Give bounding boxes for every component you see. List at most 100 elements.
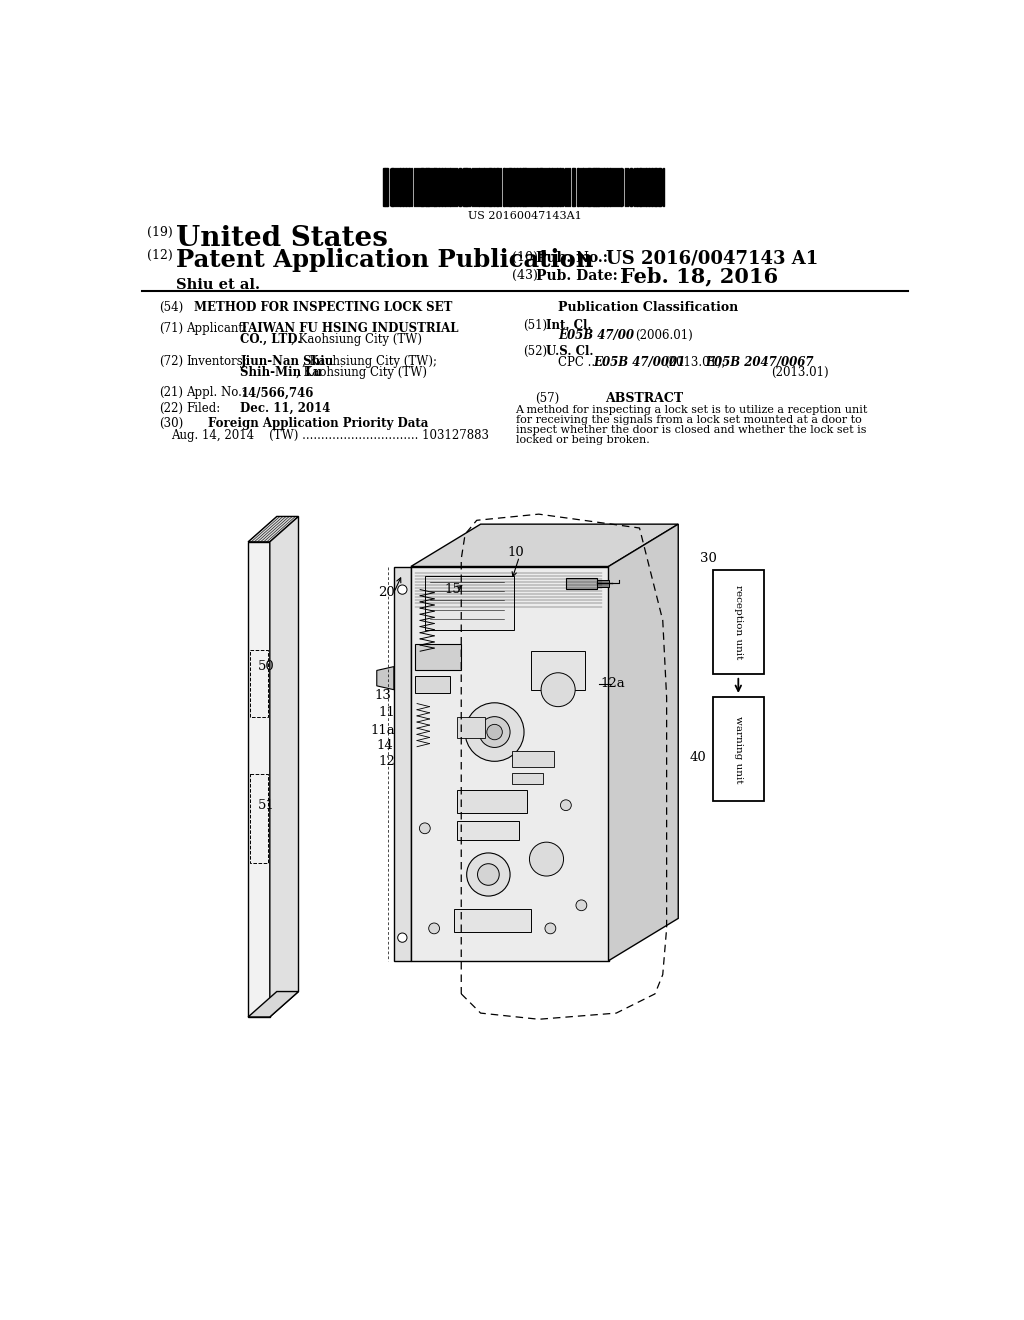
Text: TAIWAN FU HSING INDUSTRIAL: TAIWAN FU HSING INDUSTRIAL [241, 322, 459, 335]
Text: (21): (21) [159, 387, 183, 400]
Bar [395, 168, 396, 206]
Bar [606, 168, 608, 206]
Bar [609, 168, 611, 206]
Bar [394, 566, 411, 961]
Bar [458, 717, 484, 738]
Bar [440, 168, 443, 206]
Text: warning unit: warning unit [734, 715, 742, 783]
Text: (51): (51) [523, 318, 548, 331]
Bar [444, 168, 446, 206]
Bar [569, 168, 570, 206]
Circle shape [429, 923, 439, 933]
Bar [516, 168, 518, 206]
Bar [523, 168, 524, 206]
Text: Dec. 11, 2014: Dec. 11, 2014 [241, 401, 331, 414]
Bar [556, 168, 558, 206]
Text: Pub. Date:: Pub. Date: [536, 268, 617, 282]
Bar [548, 168, 551, 206]
Circle shape [560, 800, 571, 810]
Text: Int. Cl.: Int. Cl. [547, 318, 592, 331]
Bar [399, 168, 401, 206]
Text: (22): (22) [159, 401, 183, 414]
Text: , Kaohsiung City (TW): , Kaohsiung City (TW) [291, 333, 422, 346]
Bar [590, 168, 591, 206]
Polygon shape [608, 524, 678, 961]
Bar [546, 168, 547, 206]
Text: (2013.01): (2013.01) [771, 367, 828, 379]
Text: (2006.01): (2006.01) [636, 330, 693, 342]
Bar [426, 168, 428, 206]
Circle shape [541, 673, 575, 706]
Bar [613, 168, 615, 206]
Bar [551, 168, 553, 206]
Text: Jiun-Nan Shiu: Jiun-Nan Shiu [241, 355, 334, 368]
Bar [645, 168, 647, 206]
Bar [488, 168, 489, 206]
Text: METHOD FOR INSPECTING LOCK SET: METHOD FOR INSPECTING LOCK SET [194, 301, 453, 314]
Text: (72): (72) [159, 355, 183, 368]
Text: 50: 50 [258, 660, 275, 673]
Circle shape [575, 900, 587, 911]
Bar [627, 168, 628, 206]
Bar [640, 168, 642, 206]
Bar [385, 168, 387, 206]
Text: 15: 15 [444, 583, 461, 597]
Text: Aug. 14, 2014    (TW) ............................... 103127883: Aug. 14, 2014 (TW) .....................… [171, 429, 488, 442]
Bar [522, 168, 523, 206]
Text: Foreign Application Priority Data: Foreign Application Priority Data [208, 417, 428, 430]
Text: Pub. No.:: Pub. No.: [536, 251, 607, 265]
Bar [656, 168, 657, 206]
Text: 12: 12 [378, 755, 395, 768]
Bar [447, 168, 449, 206]
Bar [554, 168, 555, 206]
Bar [658, 168, 659, 206]
Circle shape [529, 842, 563, 876]
Polygon shape [270, 516, 299, 1016]
Text: Appl. No.:: Appl. No.: [186, 387, 246, 400]
Text: 20: 20 [378, 586, 395, 599]
Bar [414, 168, 415, 206]
Text: (30): (30) [159, 417, 183, 430]
Text: , Kaohsiung City (TW);: , Kaohsiung City (TW); [302, 355, 437, 368]
Text: (2013.01);: (2013.01); [665, 355, 726, 368]
Bar [387, 168, 388, 206]
Text: (43): (43) [512, 268, 538, 281]
Bar [409, 168, 410, 206]
Bar [452, 168, 454, 206]
Bar [434, 168, 436, 206]
Text: Patent Application Publication: Patent Application Publication [176, 248, 594, 272]
Circle shape [397, 933, 407, 942]
Text: (52): (52) [523, 345, 548, 358]
Bar [512, 774, 543, 784]
Bar [411, 566, 608, 961]
Bar [420, 168, 422, 206]
Text: Feb. 18, 2016: Feb. 18, 2016 [621, 267, 778, 286]
Bar [428, 168, 430, 206]
Bar [585, 168, 587, 206]
Bar [650, 168, 652, 206]
Text: E05B 47/00: E05B 47/00 [558, 330, 634, 342]
Text: 12a: 12a [601, 677, 626, 690]
Text: Applicant:: Applicant: [186, 322, 247, 335]
Text: (57): (57) [535, 392, 559, 405]
Text: Publication Classification: Publication Classification [558, 301, 738, 314]
Bar [594, 168, 596, 206]
Bar [392, 168, 393, 206]
Text: 40: 40 [690, 751, 707, 764]
Text: U.S. Cl.: U.S. Cl. [547, 345, 594, 358]
Circle shape [479, 717, 510, 747]
Circle shape [420, 822, 430, 834]
Bar [625, 168, 626, 206]
Circle shape [397, 585, 407, 594]
Text: locked or being broken.: locked or being broken. [515, 434, 649, 445]
Bar [466, 168, 468, 206]
Bar [587, 168, 589, 206]
Bar [648, 168, 650, 206]
Bar [454, 168, 456, 206]
Bar [459, 168, 461, 206]
Bar [616, 168, 617, 206]
Bar [621, 168, 622, 206]
Bar [531, 651, 586, 689]
Bar [653, 168, 655, 206]
Bar [601, 168, 602, 206]
